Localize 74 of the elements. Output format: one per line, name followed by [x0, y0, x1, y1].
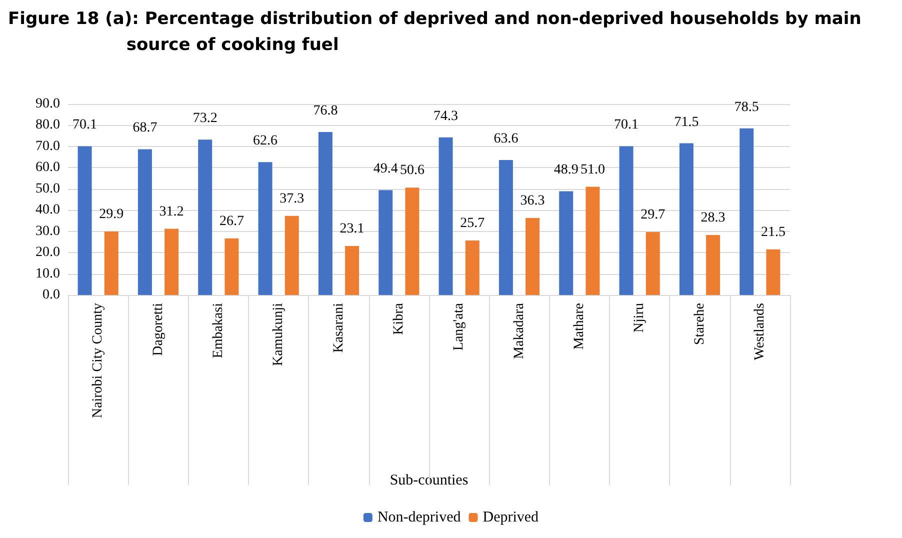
data-label: 49.4 [373, 162, 398, 177]
bar [198, 140, 212, 295]
bar [318, 132, 332, 295]
x-tick-label: Starehe [692, 303, 708, 345]
data-label: 48.9 [554, 162, 578, 178]
x-tick-label: Njiru [632, 303, 648, 333]
bar [345, 246, 360, 295]
x-tick-label: Kamukunji [271, 302, 286, 366]
y-tick-label: 30.0 [36, 224, 60, 239]
data-label: 23.1 [340, 221, 364, 236]
bar [465, 240, 480, 295]
data-label: 70.1 [72, 118, 98, 133]
y-tick-label: 80.0 [36, 118, 60, 133]
bar [586, 186, 600, 295]
x-tick-label: Makadara [512, 302, 527, 359]
bar [498, 160, 513, 295]
y-tick-label: 60.0 [36, 160, 60, 176]
legend-label: Non-deprived [377, 510, 462, 526]
bar [164, 228, 179, 295]
bar [438, 137, 453, 295]
x-tick-label: Kasarani [331, 302, 346, 353]
data-label: 28.3 [700, 210, 726, 226]
bar [740, 128, 754, 295]
bar [706, 234, 720, 295]
x-tick-label: Westlands [752, 303, 768, 360]
data-label: 74.3 [434, 108, 458, 124]
data-label: 29.7 [640, 207, 666, 222]
y-tick-label: 0.0 [42, 288, 60, 302]
bar [224, 238, 239, 295]
x-tick-label: Lang'ata [452, 302, 467, 351]
y-tick-label: 90.0 [36, 96, 60, 112]
y-tick-label: 70.0 [36, 138, 60, 154]
data-label: 26.7 [219, 214, 244, 229]
bar [526, 218, 540, 295]
data-label: 29.9 [99, 207, 124, 222]
data-label: 25.7 [460, 216, 485, 231]
bar [405, 188, 420, 295]
bar [679, 143, 694, 295]
bar [646, 232, 660, 295]
data-label: 63.6 [494, 132, 518, 147]
bar [284, 216, 299, 295]
data-label: 50.6 [400, 163, 424, 178]
x-tick-label: Dagoretti [150, 302, 166, 356]
data-label: 70.1 [614, 118, 639, 133]
x-axis-title: Sub-counties [390, 472, 468, 488]
data-label: 36.3 [520, 193, 545, 208]
chart-title: Figure 18 (a): Percentage distribution of deprived and non-deprived households by main source of cooking fuel [8, 8, 862, 57]
bar [766, 249, 780, 295]
bar [619, 146, 634, 295]
data-label: 37.3 [280, 191, 304, 206]
x-tick-label: Embakasi [210, 302, 226, 358]
data-label: 51.0 [580, 162, 605, 178]
y-tick-label: 10.0 [36, 266, 60, 282]
bar [559, 191, 574, 295]
data-label: 31.2 [159, 204, 184, 220]
data-label: 78.5 [734, 100, 759, 115]
x-tick-label: Nairobi City County [90, 303, 106, 418]
bar [378, 190, 393, 295]
bar [78, 146, 92, 295]
y-tick-label: 50.0 [36, 181, 60, 196]
x-tick-label: Kibra [391, 302, 406, 335]
data-label: 76.8 [313, 104, 338, 119]
legend-label: Deprived [482, 510, 540, 526]
y-tick-label: 40.0 [36, 202, 60, 218]
bar [104, 232, 118, 295]
data-label: 71.5 [674, 114, 699, 130]
x-tick-label: Mathare [572, 303, 587, 350]
data-label: 68.7 [132, 120, 158, 136]
bar [258, 162, 272, 295]
y-tick-label: 20.0 [36, 245, 60, 260]
data-label: 73.2 [192, 111, 218, 126]
bar [138, 149, 152, 295]
data-label: 21.5 [760, 224, 786, 240]
data-label: 62.6 [253, 134, 278, 149]
